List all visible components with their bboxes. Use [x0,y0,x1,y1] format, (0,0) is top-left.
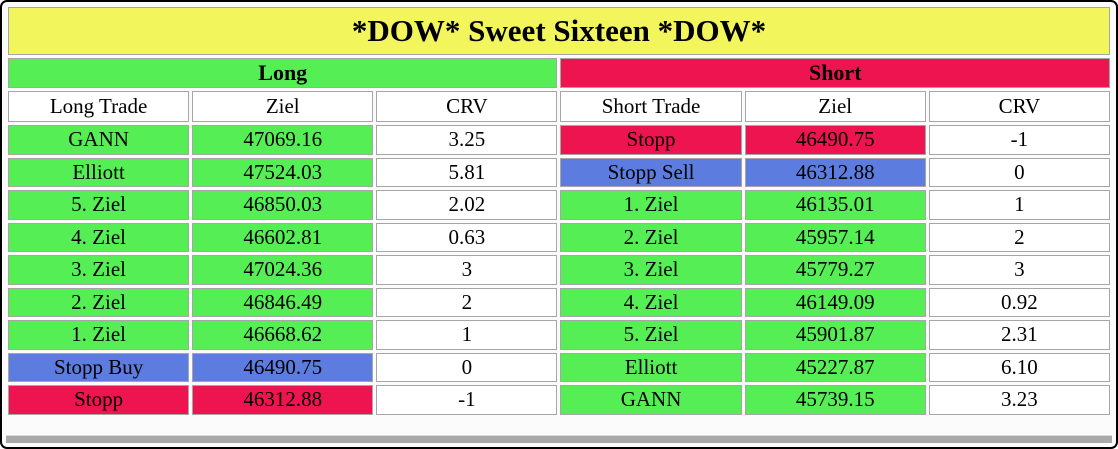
short-crv-cell: 3 [928,255,1110,285]
short-ziel-cell: 46490.75 [744,125,926,155]
table-row: GANN 47069.16 3.25 Stopp 46490.75 -1 [8,125,1110,155]
short-crv-cell: 0.92 [928,287,1110,317]
page-title: *DOW* Sweet Sixteen *DOW* [8,7,1110,55]
long-crv-cell: -1 [376,385,558,415]
long-crv-cell: 2 [376,287,558,317]
long-crv-cell: 0.63 [376,222,558,252]
short-ziel-cell: 45739.15 [744,385,926,415]
table-body: *DOW* Sweet Sixteen *DOW* Long Short Lon… [8,7,1110,415]
long-ziel-cell: 47024.36 [192,255,374,285]
short-trade-cell: 3. Ziel [560,255,742,285]
long-ziel-cell: 46850.03 [192,190,374,220]
short-crv-cell: 6.10 [928,352,1110,382]
table-row: 3. Ziel 47024.36 3 3. Ziel 45779.27 3 [8,255,1110,285]
long-crv-cell: 2.02 [376,190,558,220]
long-trade-cell: Elliott [8,157,190,187]
long-trade-cell: GANN [8,125,190,155]
long-ziel-cell: 47524.03 [192,157,374,187]
long-ziel-column-header: Ziel [192,91,374,122]
table-row: Stopp 46312.88 -1 GANN 45739.15 3.23 [8,385,1110,415]
long-crv-column-header: CRV [376,91,558,122]
short-ziel-cell: 46135.01 [744,190,926,220]
long-crv-cell: 0 [376,352,558,382]
title-row: *DOW* Sweet Sixteen *DOW* [8,7,1110,55]
long-crv-cell: 3.25 [376,125,558,155]
long-trade-cell: 1. Ziel [8,320,190,350]
table-row: 4. Ziel 46602.81 0.63 2. Ziel 45957.14 2 [8,222,1110,252]
short-ziel-cell: 46312.88 [744,157,926,187]
table-row: Elliott 47524.03 5.81 Stopp Sell 46312.88 0 [8,157,1110,187]
long-ziel-cell: 46602.81 [192,222,374,252]
short-ziel-cell: 45901.87 [744,320,926,350]
column-header-row: Long Trade Ziel CRV Short Trade Ziel CRV [8,91,1110,122]
short-crv-cell: 3.23 [928,385,1110,415]
long-trade-column-header: Long Trade [8,91,190,122]
long-trade-cell: Stopp [8,385,190,415]
short-ziel-cell: 45779.27 [744,255,926,285]
long-crv-cell: 5.81 [376,157,558,187]
short-ziel-cell: 45227.87 [744,352,926,382]
short-trade-cell: Elliott [560,352,742,382]
long-crv-cell: 1 [376,320,558,350]
section-row: Long Short [8,58,1110,88]
long-ziel-cell: 46312.88 [192,385,374,415]
long-trade-cell: 4. Ziel [8,222,190,252]
short-trade-cell: GANN [560,385,742,415]
table-row: 5. Ziel 46850.03 2.02 1. Ziel 46135.01 1 [8,190,1110,220]
long-ziel-cell: 46490.75 [192,352,374,382]
long-section-header: Long [8,58,558,88]
short-crv-cell: 1 [928,190,1110,220]
bottom-divider-bar [6,435,1112,443]
short-section-header: Short [560,58,1110,88]
long-ziel-cell: 46846.49 [192,287,374,317]
table-row: Stopp Buy 46490.75 0 Elliott 45227.87 6.10 [8,352,1110,382]
table-row: 1. Ziel 46668.62 1 5. Ziel 45901.87 2.31 [8,320,1110,350]
long-crv-cell: 3 [376,255,558,285]
table-row: 2. Ziel 46846.49 2 4. Ziel 46149.09 0.92 [8,287,1110,317]
short-trade-cell: 2. Ziel [560,222,742,252]
long-trade-cell: 5. Ziel [8,190,190,220]
short-crv-cell: -1 [928,125,1110,155]
short-crv-cell: 0 [928,157,1110,187]
short-ziel-cell: 45957.14 [744,222,926,252]
long-ziel-cell: 46668.62 [192,320,374,350]
short-crv-column-header: CRV [928,91,1110,122]
short-trade-cell: 1. Ziel [560,190,742,220]
short-trade-column-header: Short Trade [560,91,742,122]
short-ziel-cell: 46149.09 [744,287,926,317]
short-trade-cell: Stopp Sell [560,157,742,187]
long-trade-cell: 3. Ziel [8,255,190,285]
long-trade-cell: 2. Ziel [8,287,190,317]
short-crv-cell: 2 [928,222,1110,252]
long-trade-cell: Stopp Buy [8,352,190,382]
short-ziel-column-header: Ziel [744,91,926,122]
sweet-sixteen-table: *DOW* Sweet Sixteen *DOW* Long Short Lon… [5,4,1113,418]
long-ziel-cell: 47069.16 [192,125,374,155]
short-trade-cell: 5. Ziel [560,320,742,350]
short-trade-cell: Stopp [560,125,742,155]
short-trade-cell: 4. Ziel [560,287,742,317]
short-crv-cell: 2.31 [928,320,1110,350]
